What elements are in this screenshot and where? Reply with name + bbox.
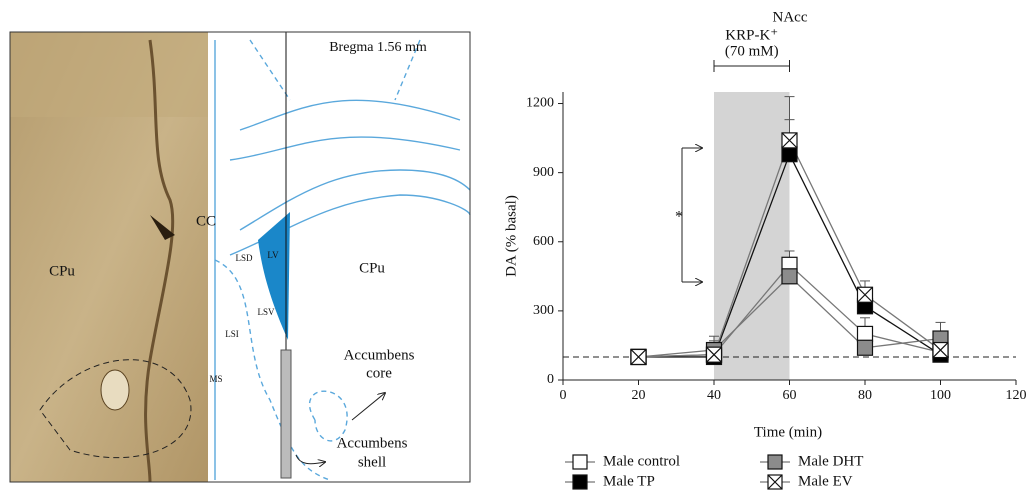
region-label: MS — [209, 374, 222, 384]
marker — [781, 268, 798, 285]
marker — [856, 339, 874, 356]
photo-dark — [150, 215, 175, 240]
x-tick-label: 60 — [783, 388, 797, 403]
shade-label: KRP-K⁺ — [725, 27, 778, 43]
y-tick-label: 1200 — [526, 96, 554, 111]
panel-frame — [9, 31, 471, 483]
plot: KRP-K⁺(70 mM) 0 300 600 900 1200 0 20 40 60 80 100 1… — [526, 27, 1027, 490]
x-tick-label: 80 — [858, 388, 872, 403]
legend-label: Male EV — [798, 473, 853, 489]
shade-label: (70 mM) — [725, 43, 779, 59]
y-tick-label: 300 — [533, 303, 554, 318]
region-label: CPu — [359, 260, 385, 276]
outline — [39, 359, 192, 459]
legend-label: Male control — [603, 453, 680, 469]
marker-cross — [706, 346, 722, 363]
x-axis-label: Time (min) — [754, 424, 822, 440]
core-label: core — [366, 365, 392, 381]
photo-fold — [144, 39, 175, 483]
marker-cross — [932, 342, 949, 358]
x-tick-label: 100 — [930, 388, 951, 403]
atlas-panel: Bregma 1.56 mm CC CPu CPu LSD LV LSV LSI… — [9, 31, 471, 483]
x-tick-label: 0 — [560, 388, 567, 403]
bregma-label: Bregma 1.56 mm — [329, 40, 427, 55]
shell-label: Accumbens — [337, 435, 408, 451]
region-label: CPu — [49, 263, 75, 279]
region-label: LSD — [235, 253, 253, 263]
stimulus-shade — [714, 92, 790, 380]
legend-label: Male DHT — [798, 453, 863, 469]
marker-cross — [781, 132, 798, 149]
marker-cross — [630, 349, 647, 365]
x-tick-label: 120 — [1006, 388, 1027, 403]
lateral-ventricle — [258, 212, 290, 340]
marker-cross — [857, 286, 873, 303]
region-label: LSI — [225, 329, 239, 339]
y-tick-label: 900 — [533, 165, 554, 180]
marker — [572, 454, 588, 470]
marker — [767, 454, 783, 470]
marker — [572, 474, 588, 490]
marker — [856, 325, 874, 343]
region-label: CC — [196, 213, 216, 229]
significance: * — [675, 209, 683, 226]
atlas-diagram — [208, 32, 470, 482]
photo-hole — [100, 369, 130, 411]
arrow — [351, 393, 385, 421]
y-axis-label: DA (% basal) — [503, 195, 519, 277]
shade-bracket — [713, 60, 790, 72]
region-label: LSV — [257, 307, 275, 317]
chart-title: NAcc — [773, 9, 808, 25]
x-tick-label: 40 — [707, 388, 721, 403]
y-tick-label: 600 — [533, 234, 554, 249]
shell-label: shell — [358, 454, 386, 470]
legend-label: Male TP — [603, 473, 655, 489]
marker — [781, 146, 798, 163]
photo-band — [10, 32, 210, 117]
arrow — [295, 454, 325, 464]
marker-cross — [767, 474, 783, 490]
x-tick-label: 20 — [632, 388, 646, 403]
y-tick-label: 0 — [547, 372, 554, 387]
region-label: LV — [267, 250, 279, 260]
probe — [280, 349, 292, 479]
core-label: Accumbens — [344, 347, 415, 363]
